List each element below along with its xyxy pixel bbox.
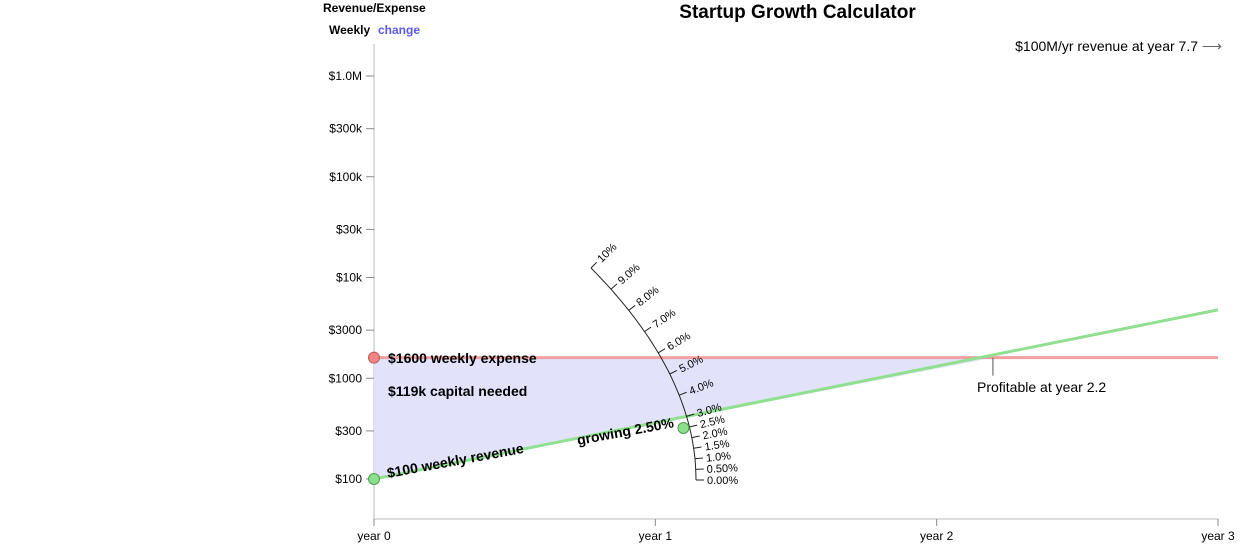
x-tick-label-0: year 0	[357, 529, 391, 543]
capital-needed-area	[374, 357, 993, 479]
x-tick-label-2: year 2	[920, 529, 954, 543]
period-label: Weekly	[329, 23, 371, 37]
x-axis: year 0 year 1 year 2 year 3	[357, 518, 1235, 543]
dial-tick-9: 2.0%	[691, 426, 729, 443]
capital-label: $119k capital needed	[388, 383, 527, 399]
dial-label-2: 8.0%	[634, 284, 661, 309]
growth-handle[interactable]	[677, 422, 690, 434]
dial-label-1: 9.0%	[616, 261, 643, 287]
dial-tick-13: 0.00%	[696, 475, 738, 487]
dial-tick-4: 6.0%	[657, 330, 693, 354]
dial-label-10: 1.5%	[704, 438, 731, 454]
metric-label: Revenue/Expense	[323, 1, 426, 15]
dial-label-0: 10%	[595, 241, 619, 265]
dial-tick-0: 10%	[590, 241, 620, 269]
y-tick-label-1: $300k	[329, 122, 363, 136]
dial-tick-1: 9.0%	[610, 261, 643, 290]
dial-label-8: 2.5%	[699, 413, 726, 431]
profitable-label: Profitable at year 2.2	[977, 379, 1106, 395]
dial-label-11: 1.0%	[705, 450, 731, 464]
goal-readout: $100M/yr revenue at year 7.7 ⟶	[1015, 38, 1222, 55]
dial-label-3: 7.0%	[651, 307, 679, 331]
dial-tick-10: 1.5%	[693, 438, 731, 454]
expense-handle[interactable]	[368, 351, 380, 364]
dial-tick-3: 7.0%	[644, 307, 679, 333]
dial-label-9: 2.0%	[702, 426, 729, 443]
dial-tick-11: 1.0%	[694, 450, 732, 465]
dial-label-13: 0.00%	[707, 475, 738, 487]
y-tick-label-0: $1.0M	[329, 69, 362, 83]
revenue-line	[373, 308, 1219, 481]
x-tick-label-3: year 3	[1201, 529, 1235, 543]
arrow-right-icon: ⟶	[1201, 38, 1222, 54]
dial-tick-2: 8.0%	[628, 284, 662, 311]
x-tick-label-1: year 1	[639, 529, 673, 543]
change-period-link[interactable]: change	[378, 23, 421, 37]
page-title: Startup Growth Calculator	[679, 2, 916, 23]
goal-text: $100M/yr revenue at year 7.7	[1015, 38, 1199, 54]
y-tick-label-4: $10k	[336, 271, 363, 285]
y-tick-label-7: $300	[335, 424, 362, 438]
dial-label-4: 6.0%	[665, 330, 693, 353]
y-tick-label-6: $1000	[329, 371, 363, 385]
y-tick-label-8: $100	[335, 472, 362, 486]
y-tick-label-2: $100k	[329, 170, 363, 184]
expense-label: $1600 weekly expense	[388, 350, 537, 366]
dial-tick-8: 2.5%	[689, 413, 726, 431]
dial-label-12: 0.50%	[706, 462, 738, 476]
y-tick-label-3: $30k	[336, 222, 363, 236]
y-tick-label-5: $3000	[329, 323, 363, 337]
y-axis: $1.0M $300k $100k $30k $10k $3000 $1000 $300 $10…	[329, 44, 375, 519]
dial-tick-12: 0.50%	[695, 462, 738, 476]
revenue-handle[interactable]	[368, 473, 380, 485]
